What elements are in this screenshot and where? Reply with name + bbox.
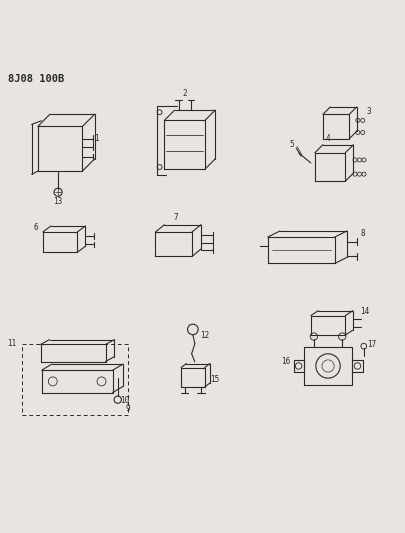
Text: 10: 10 (120, 396, 129, 405)
Text: 6: 6 (33, 223, 38, 232)
Text: 8J08 100B: 8J08 100B (8, 74, 64, 84)
Text: 17: 17 (366, 340, 375, 349)
Text: 1: 1 (94, 134, 99, 143)
Text: 2: 2 (182, 88, 187, 98)
Text: 5: 5 (288, 140, 293, 149)
Text: 11: 11 (7, 339, 16, 348)
Text: 9: 9 (125, 404, 130, 413)
Bar (22, 344, 128, 415)
Text: 12: 12 (200, 331, 209, 340)
Text: 3: 3 (366, 107, 370, 116)
Text: 16: 16 (281, 358, 290, 366)
Text: 15: 15 (210, 375, 219, 384)
Text: 8: 8 (359, 229, 364, 238)
Text: 14: 14 (359, 307, 369, 316)
Text: 4: 4 (325, 134, 330, 143)
Text: 7: 7 (173, 213, 178, 222)
Text: 13: 13 (53, 197, 62, 206)
